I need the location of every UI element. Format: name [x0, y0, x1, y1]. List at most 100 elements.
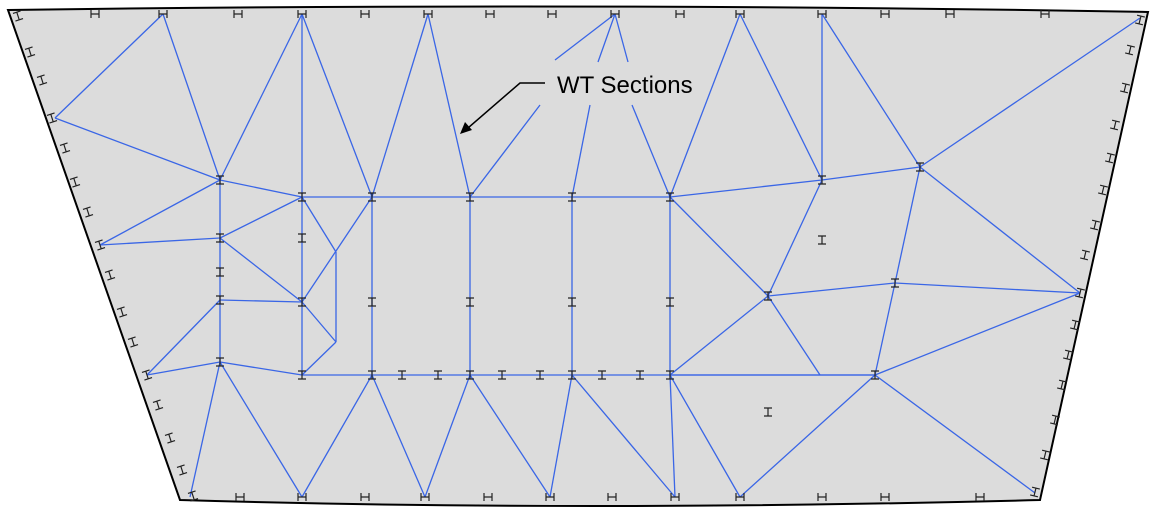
section-marker	[152, 399, 164, 411]
member	[571, 104, 591, 198]
section-marker	[675, 10, 685, 18]
section-marker	[547, 10, 557, 18]
member	[821, 166, 921, 181]
member	[371, 13, 429, 198]
section-marker	[298, 297, 306, 307]
section-marker	[298, 370, 306, 380]
section-marker	[298, 233, 306, 243]
section-marker	[818, 175, 826, 185]
section-marker	[483, 493, 493, 501]
section-marker	[610, 10, 620, 18]
member	[894, 166, 921, 284]
section-marker	[368, 370, 376, 380]
member	[739, 13, 823, 181]
section-marker	[69, 176, 81, 188]
section-marker	[216, 175, 224, 185]
section-marker	[360, 493, 370, 501]
member	[919, 166, 1081, 294]
member	[739, 374, 876, 498]
annotation: WT Sections	[557, 72, 693, 99]
member	[874, 374, 1036, 494]
arrowhead	[460, 122, 472, 134]
member	[219, 361, 303, 376]
section-marker	[466, 192, 474, 202]
section-marker	[46, 112, 58, 124]
member	[162, 13, 221, 181]
section-marker	[1070, 319, 1080, 331]
leader-line	[467, 82, 545, 129]
section-marker	[880, 10, 890, 18]
section-marker	[1050, 414, 1060, 426]
member	[189, 361, 221, 498]
section-marker	[1080, 249, 1090, 261]
member	[919, 17, 1141, 168]
member	[219, 196, 303, 239]
section-marker	[158, 10, 168, 18]
member	[301, 301, 337, 343]
section-marker	[1135, 14, 1145, 26]
section-marker	[735, 493, 745, 501]
section-marker	[116, 306, 128, 318]
section-marker	[1110, 119, 1120, 131]
section-marker	[368, 192, 376, 202]
member	[301, 196, 337, 253]
section-marker	[880, 493, 890, 501]
member	[301, 196, 373, 303]
member	[99, 237, 221, 246]
section-marker	[127, 336, 139, 348]
member	[767, 179, 823, 297]
section-marker	[141, 369, 153, 381]
section-marker	[498, 370, 506, 380]
section-marker	[891, 278, 899, 288]
section-marker	[1125, 44, 1135, 56]
section-marker	[360, 10, 370, 18]
section-marker	[164, 432, 176, 444]
section-marker	[670, 493, 680, 501]
member	[571, 374, 676, 498]
section-marker	[818, 235, 826, 245]
member	[146, 299, 221, 376]
member	[301, 13, 373, 198]
section-marker	[12, 10, 24, 22]
section-marker	[636, 370, 644, 380]
member	[894, 282, 1081, 294]
floor-outline	[6, 5, 1150, 507]
section-marker	[1105, 152, 1115, 164]
member	[669, 374, 741, 498]
section-marker	[485, 10, 495, 18]
section-marker	[871, 370, 879, 380]
section-marker	[298, 192, 306, 202]
member	[631, 104, 671, 198]
section-marker	[36, 74, 48, 86]
section-marker	[216, 295, 224, 305]
member	[669, 374, 676, 498]
member	[554, 13, 616, 61]
section-marker	[59, 142, 71, 154]
member	[219, 299, 303, 303]
section-markers	[12, 10, 1145, 502]
section-marker	[82, 206, 94, 218]
section-marker	[945, 10, 955, 18]
section-marker	[568, 192, 576, 202]
section-marker	[24, 46, 36, 58]
section-marker	[216, 357, 224, 367]
member	[424, 374, 471, 498]
member	[597, 13, 616, 63]
member	[767, 295, 821, 376]
section-marker	[94, 239, 106, 251]
member	[669, 196, 769, 297]
section-marker	[1040, 449, 1050, 461]
member	[614, 13, 629, 63]
section-marker	[568, 370, 576, 380]
section-marker	[216, 267, 224, 277]
member	[54, 13, 164, 119]
section-marker	[176, 464, 188, 476]
section-marker	[975, 493, 985, 501]
section-marker	[1057, 379, 1067, 391]
section-marker	[666, 370, 674, 380]
section-marker	[1075, 287, 1085, 299]
member	[549, 374, 573, 498]
section-marker	[607, 493, 617, 501]
member	[669, 13, 741, 198]
